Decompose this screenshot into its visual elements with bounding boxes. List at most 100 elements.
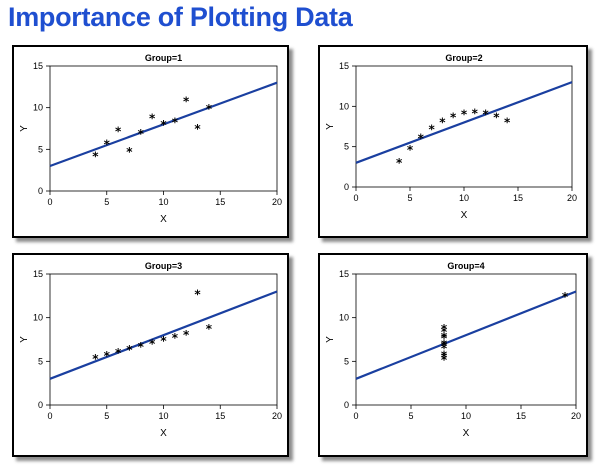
regression-line [49,81,278,168]
y-tick-label: 5 [344,356,349,366]
data-point: * [418,132,425,146]
page-title: Importance of Plotting Data [8,2,353,32]
data-point: * [138,127,145,141]
y-tick-label: 5 [38,144,43,154]
x-tick-label: 10 [158,411,168,421]
data-point: * [104,138,111,152]
data-point: * [104,349,111,363]
data-point: * [183,95,190,109]
x-axis-label: X [160,214,167,225]
data-point: * [441,330,448,344]
x-tick-label: 10 [158,197,168,207]
data-point: * [172,331,179,345]
data-point: * [149,337,156,351]
y-tick-label: 15 [339,269,349,279]
data-point: * [172,116,179,130]
plot-area [355,273,577,406]
data-point: * [482,107,489,121]
x-axis-label: X [461,210,468,221]
data-point: * [441,353,448,367]
x-tick-label: 5 [407,193,412,203]
x-tick-label: 15 [516,411,526,421]
y-tick-label: 0 [344,182,349,192]
regression-line [355,81,573,164]
plot-area [355,65,573,188]
x-tick-label: 15 [513,193,523,203]
y-tick-label: 0 [38,186,43,196]
x-tick-label: 20 [272,197,282,207]
data-point: * [441,322,448,336]
y-tick-label: 5 [344,142,349,152]
y-tick-label: 0 [38,400,43,410]
x-tick-label: 10 [461,411,471,421]
data-point: * [493,110,500,124]
data-point: * [115,125,122,139]
data-point: * [194,288,201,302]
panel-title: Group=2 [445,53,482,63]
y-tick-label: 10 [339,313,349,323]
y-tick-label: 15 [33,61,43,71]
data-point: * [461,107,468,121]
data-point: * [206,102,213,116]
data-point: * [450,110,457,124]
x-tick-label: 10 [459,193,469,203]
data-point: * [92,352,99,366]
x-tick-label: 0 [353,411,358,421]
data-point: * [149,112,156,126]
data-point: * [472,106,479,120]
data-point: * [160,334,167,348]
x-tick-label: 5 [104,411,109,421]
plot-area [49,65,278,192]
data-point: * [428,122,435,136]
y-axis-label: Y [325,336,336,343]
x-axis-label: X [160,428,167,439]
data-point: * [396,156,403,170]
scatter-chart-group-1: Group=1 0 5 10 15 20 0 5 10 15 X Y * * * * * * * * * * * [19,53,282,225]
scatter-chart-group-3: Group=3 0 5 10 15 20 0 5 10 15 X Y * * * * * * * * * * * [19,261,282,439]
plot-area [49,273,278,406]
data-point: * [441,339,448,353]
data-point: * [441,350,448,364]
x-axis-label: X [463,428,470,439]
y-tick-label: 15 [339,61,349,71]
scatter-panel-group-3: Group=3 0 5 10 15 20 0 5 10 15 X Y * * * * * * * * * * * [12,253,289,457]
data-point: * [441,325,448,339]
scatter-panel-group-1: Group=1 0 5 10 15 20 0 5 10 15 X Y * * * * * * * * * * * [12,45,289,238]
y-axis-label: Y [19,336,30,343]
data-point: * [115,346,122,360]
data-point: * [194,122,201,136]
panel-title: Group=3 [145,261,182,271]
x-tick-label: 0 [47,411,52,421]
x-tick-label: 20 [571,411,581,421]
data-point: * [441,349,448,363]
y-axis-label: Y [19,125,30,132]
y-tick-label: 0 [344,400,349,410]
data-point: * [441,338,448,352]
data-point: * [441,342,448,356]
scatter-panel-group-2: Group=2 0 5 10 15 20 0 5 10 15 X Y * * * * * * * * * * * [318,45,588,238]
data-point: * [562,290,569,304]
scatter-panel-group-4: Group=4 0 5 10 15 20 0 5 10 15 X Y * * * * * * * * * * * [318,253,588,457]
panel-title: Group=4 [447,261,484,271]
regression-line [355,290,577,380]
panel-title: Group=1 [145,53,182,63]
data-point: * [92,150,99,164]
x-tick-label: 20 [272,411,282,421]
data-point: * [183,328,190,342]
x-tick-label: 15 [215,411,225,421]
x-tick-label: 15 [215,197,225,207]
data-point: * [160,118,167,132]
y-tick-label: 10 [339,101,349,111]
data-point: * [504,116,511,130]
data-point: * [441,332,448,346]
x-tick-label: 5 [104,197,109,207]
data-point: * [126,343,133,357]
data-point: * [407,143,414,157]
x-tick-label: 0 [47,197,52,207]
data-point: * [138,340,145,354]
x-tick-label: 0 [353,193,358,203]
y-tick-label: 10 [33,313,43,323]
data-point: * [126,145,133,159]
